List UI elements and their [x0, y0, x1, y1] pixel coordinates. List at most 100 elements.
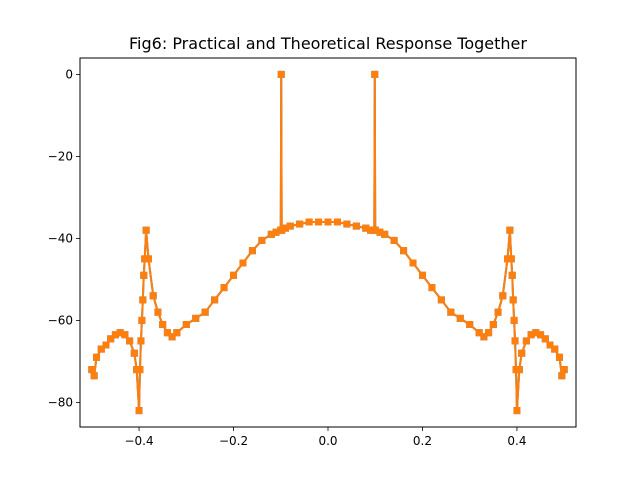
- data-point: [560, 366, 568, 374]
- data-point: [136, 366, 144, 374]
- data-point: [509, 296, 517, 304]
- y-tick-label: 0: [65, 67, 73, 81]
- data-point: [343, 220, 351, 228]
- data-point: [381, 230, 389, 238]
- data-point: [558, 372, 566, 380]
- data-point: [137, 337, 145, 345]
- data-point: [121, 331, 129, 339]
- data-point: [515, 366, 523, 374]
- chart-title: Fig6: Practical and Theoretical Response…: [129, 34, 527, 53]
- y-tick-label: −20: [48, 149, 73, 163]
- data-point: [93, 353, 101, 361]
- data-point: [518, 349, 526, 357]
- data-point: [130, 349, 138, 357]
- data-point: [475, 329, 483, 337]
- data-point: [418, 271, 426, 279]
- data-point: [126, 337, 134, 345]
- data-point: [139, 296, 147, 304]
- series-2: [88, 70, 568, 415]
- data-point: [141, 255, 149, 263]
- data-point: [494, 308, 502, 316]
- data-point: [220, 284, 228, 292]
- data-point: [466, 321, 474, 328]
- data-point: [537, 331, 545, 339]
- data-point: [522, 337, 530, 345]
- data-point: [390, 236, 398, 244]
- data-point: [258, 236, 266, 244]
- data-point: [371, 226, 379, 234]
- x-tick-label: 0.2: [413, 434, 432, 448]
- data-point: [140, 271, 148, 279]
- data-point: [352, 222, 360, 230]
- data-point: [504, 255, 511, 263]
- axes-layer: −0.4 −0.2 0.0 0.2 0.4 0 −20 −40 −60 −80: [48, 67, 527, 448]
- data-point: [182, 321, 190, 328]
- data-point: [230, 271, 238, 279]
- data-point: [480, 333, 488, 341]
- data-point: [286, 222, 294, 230]
- data-point: [489, 321, 497, 328]
- data-point: [272, 228, 280, 236]
- data-point: [278, 226, 286, 234]
- data-point: [267, 230, 275, 238]
- data-point: [201, 308, 209, 316]
- data-point: [456, 314, 464, 322]
- data-point: [315, 218, 323, 226]
- data-point: [173, 329, 181, 337]
- data-point: [168, 333, 176, 341]
- data-point: [88, 366, 96, 374]
- data-point: [142, 226, 150, 234]
- data-point: [333, 218, 341, 226]
- data-point: [367, 226, 375, 234]
- data-point: [409, 259, 417, 267]
- data-point: [400, 247, 408, 255]
- data-point: [192, 314, 200, 322]
- data-point: [107, 335, 115, 343]
- data-point: [541, 335, 549, 343]
- data-point: [551, 345, 559, 353]
- data-point: [138, 316, 146, 324]
- data-point: [376, 228, 384, 236]
- data-point: [90, 372, 98, 380]
- data-point: [163, 329, 171, 337]
- data-point: [513, 407, 521, 415]
- data-point: [211, 296, 219, 304]
- data-point: [499, 292, 507, 300]
- data-point: [511, 337, 519, 345]
- data-point: [97, 345, 105, 353]
- data-point: [277, 70, 285, 78]
- x-tick-label: −0.2: [219, 434, 248, 448]
- data-point: [527, 331, 535, 339]
- data-point: [239, 259, 247, 267]
- data-point: [555, 353, 563, 361]
- data-point: [145, 255, 152, 263]
- data-point: [296, 220, 304, 228]
- data-point: [485, 329, 493, 337]
- data-point: [116, 329, 124, 337]
- plot-frame: [79, 57, 577, 428]
- series-layer: [88, 70, 568, 415]
- data-point: [428, 284, 436, 292]
- data-point: [510, 316, 518, 324]
- data-point: [532, 329, 540, 337]
- data-point: [154, 308, 162, 316]
- data-point: [508, 271, 516, 279]
- data-point: [546, 341, 554, 349]
- data-point: [111, 331, 119, 339]
- data-point: [447, 308, 455, 316]
- data-point: [102, 341, 110, 349]
- x-tick-label: 0.4: [507, 434, 526, 448]
- y-tick-label: −40: [48, 231, 73, 245]
- y-tick-label: −60: [48, 313, 73, 327]
- data-point: [324, 218, 332, 226]
- data-point: [305, 218, 313, 226]
- data-point: [371, 70, 379, 78]
- x-tick-label: −0.4: [124, 434, 153, 448]
- data-point: [507, 255, 515, 263]
- data-point: [281, 224, 289, 232]
- data-point: [149, 292, 157, 300]
- y-tick-label: −80: [48, 395, 73, 409]
- data-point: [248, 247, 256, 255]
